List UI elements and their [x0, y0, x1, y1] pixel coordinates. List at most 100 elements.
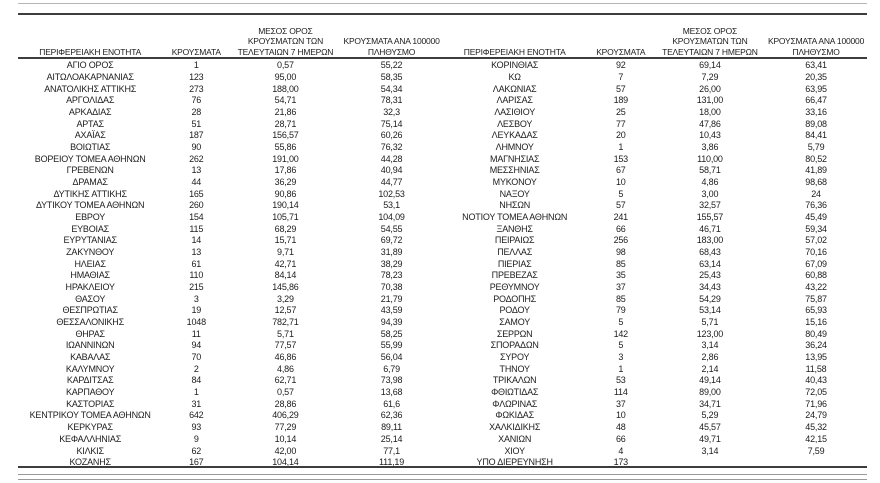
table-cell: 48 — [615, 422, 626, 433]
table-cell: 93 — [191, 422, 202, 433]
table-cell: 5 — [618, 188, 624, 199]
table-cell: ΣΑΜΟΥ — [499, 317, 531, 328]
col-header-avg7days: ΜΕΣΟΣ ΟΡΟΣ ΚΡΟΥΣΜΑΤΩΝ ΤΩΝ ΤΕΛΕΥΤΑΙΩΝ 7 Η… — [662, 25, 758, 57]
table-cell: 31 — [191, 398, 202, 409]
table-row: ΗΜΑΘΙΑΣ 110 84,14 78,23 — [18, 270, 443, 282]
table-cell: 66 — [615, 223, 626, 234]
table-row: ΚΑΒΑΛΑΣ 70 46,86 56,04 — [18, 352, 443, 364]
table-row: ΑΧΑΪΑΣ 187 156,57 60,26 — [18, 130, 443, 142]
table-cell: 9 — [193, 433, 199, 444]
table-cell: ΘΑΣΟΥ — [75, 293, 106, 304]
table-cell: 190,14 — [272, 200, 299, 211]
table-cell: 76,32 — [380, 142, 403, 153]
table-cell: 131,00 — [696, 95, 724, 106]
table-cell: 13 — [191, 165, 202, 176]
table-cell: 46,86 — [274, 352, 297, 363]
table-row: ΕΒΡΟΥ 154 105,71 104,09 — [18, 212, 443, 224]
table-cell: 1 — [618, 142, 624, 153]
table-cell: ΧΑΛΚΙΔΙΚΗΣ — [489, 422, 541, 433]
table-cell: ΝΑΞΟΥ — [499, 188, 530, 199]
table-cell: 5,29 — [701, 410, 719, 421]
table-cell: 84,41 — [805, 130, 827, 141]
table-cell: 34,71 — [699, 398, 721, 409]
table-cell: 189 — [613, 95, 629, 106]
table-cell: 75,87 — [805, 293, 827, 304]
table-cell: 62 — [191, 445, 202, 456]
table-cell: ΛΕΥΚΑΔΑΣ — [491, 130, 538, 141]
table-cell: 57 — [615, 83, 626, 94]
table-cell: ΡΕΘΥΜΝΟΥ — [489, 282, 540, 293]
table-cell: 49,14 — [699, 375, 721, 386]
table-cell: ΚΙΛΚΙΣ — [76, 445, 104, 456]
table-cell: 58,25 — [380, 328, 403, 339]
table-cell: ΣΥΡΟΥ — [500, 352, 530, 363]
table-cell: 3 — [193, 293, 199, 304]
table-cell: 9,71 — [277, 247, 294, 258]
table-cell: ΚΩ — [508, 72, 521, 82]
table-cell: 46,71 — [699, 223, 721, 234]
table-cell: 19 — [191, 305, 202, 316]
table-cell: ΓΡΕΒΕΝΩΝ — [66, 165, 114, 176]
table-row: ΛΑΚΩΝΙΑΣ 57 26,00 63,95 — [443, 83, 868, 95]
table-row: ΑΝΑΤΟΛΙΚΗΣ ΑΤΤΙΚΗΣ 273 188,00 54,34 — [18, 83, 443, 95]
table-cell: ΑΝΑΤΟΛΙΚΗΣ ΑΤΤΙΚΗΣ — [44, 83, 137, 94]
table-cell: 43,22 — [805, 282, 827, 293]
table-cell: 76,36 — [805, 200, 827, 211]
col-header-per100k: ΚΡΟΥΣΜΑΤΑ ΑΝΑ 100000 ΠΛΗΘΥΣΜΟ — [343, 36, 440, 57]
top-light-rule — [18, 3, 867, 4]
table-cell: 3,14 — [701, 445, 719, 456]
table-row: ΡΕΘΥΜΝΟΥ 37 34,43 43,22 — [443, 282, 868, 294]
table-row: ΠΕΙΡΑΙΩΣ 256 183,00 57,02 — [443, 235, 868, 247]
table-cell: 110,00 — [697, 153, 723, 164]
table-cell: 62,71 — [274, 375, 297, 386]
table-cell: 44,77 — [380, 177, 403, 188]
table-cell: 58,71 — [699, 165, 721, 176]
table-cell: 14 — [191, 235, 202, 246]
table-cell: 70,16 — [805, 247, 827, 258]
table-cell: ΘΕΣΣΑΛΟΝΙΚΗΣ — [56, 317, 124, 328]
table-cell: 20,35 — [805, 72, 827, 82]
table-cell: 5,71 — [701, 317, 719, 328]
table-cell: 5 — [618, 317, 624, 328]
table-cell: 145,86 — [272, 282, 299, 293]
table-cell: 25 — [615, 107, 626, 118]
table-cell: 59,34 — [805, 223, 827, 234]
table-cell: ΚΑΛΥΜΝΟΥ — [65, 363, 115, 374]
table-cell: 70,38 — [380, 282, 403, 293]
table-row: ΚΑΣΤΟΡΙΑΣ 31 28,86 61,6 — [18, 398, 443, 410]
table-cell: 67,09 — [805, 258, 827, 269]
table-cell: 34,43 — [699, 282, 721, 293]
table-cell: 44,28 — [380, 153, 403, 164]
table-cell: 42,71 — [274, 258, 297, 269]
table-row: ΗΛΕΙΑΣ 61 42,71 38,29 — [18, 258, 443, 270]
table-row: ΦΩΚΙΔΑΣ 10 5,29 24,79 — [443, 410, 868, 422]
table-row: ΠΙΕΡΙΑΣ 85 63,14 67,09 — [443, 258, 868, 270]
table-cell: 33,16 — [805, 107, 827, 118]
table-cell: ΗΛΕΙΑΣ — [74, 258, 106, 269]
table-cell: 47,86 — [699, 118, 721, 129]
table-row: ΚΕΦΑΛΛΗΝΙΑΣ 9 10,14 25,14 — [18, 434, 443, 446]
table-cell: ΣΠΟΡΑΔΩΝ — [490, 340, 539, 351]
table-cell: 262 — [189, 153, 204, 164]
table-cell: ΣΕΡΡΩΝ — [496, 328, 533, 339]
table-cell: 26,00 — [699, 83, 721, 94]
table-cell: ΥΠΟ ΔΙΕΡΕΥΝΗΣΗ — [476, 457, 553, 468]
table-cell: ΘΗΡΑΣ — [75, 328, 105, 339]
table-cell: 54,34 — [380, 83, 403, 94]
table-cell: ΗΜΑΘΙΑΣ — [70, 270, 110, 281]
table-cell: ΕΥΒΟΙΑΣ — [71, 223, 109, 234]
table-cell: 155,57 — [696, 212, 724, 223]
table-cell: ΒΟΡΕΙΟΥ ΤΟΜΕΑ ΑΘΗΝΩΝ — [34, 153, 146, 164]
table-cell: ΡΟΔΟΥ — [499, 305, 530, 316]
table-cell: 85 — [615, 293, 626, 304]
table-cell: 80,52 — [805, 153, 827, 164]
table-cell: 15,16 — [805, 317, 827, 328]
table-cell: ΗΡΑΚΛΕΙΟΥ — [65, 282, 115, 293]
table-cell: 18,00 — [699, 107, 721, 118]
table-cell: 256 — [613, 235, 629, 246]
table-cell: 10 — [615, 410, 626, 421]
table-cell: ΦΩΚΙΔΑΣ — [495, 410, 534, 421]
table-cell: 49,71 — [699, 433, 721, 444]
bottom-gray-rule-1 — [18, 474, 867, 475]
table-cell: ΚΕΝΤΡΙΚΟΥ ΤΟΜΕΑ ΑΘΗΝΩΝ — [29, 410, 151, 421]
